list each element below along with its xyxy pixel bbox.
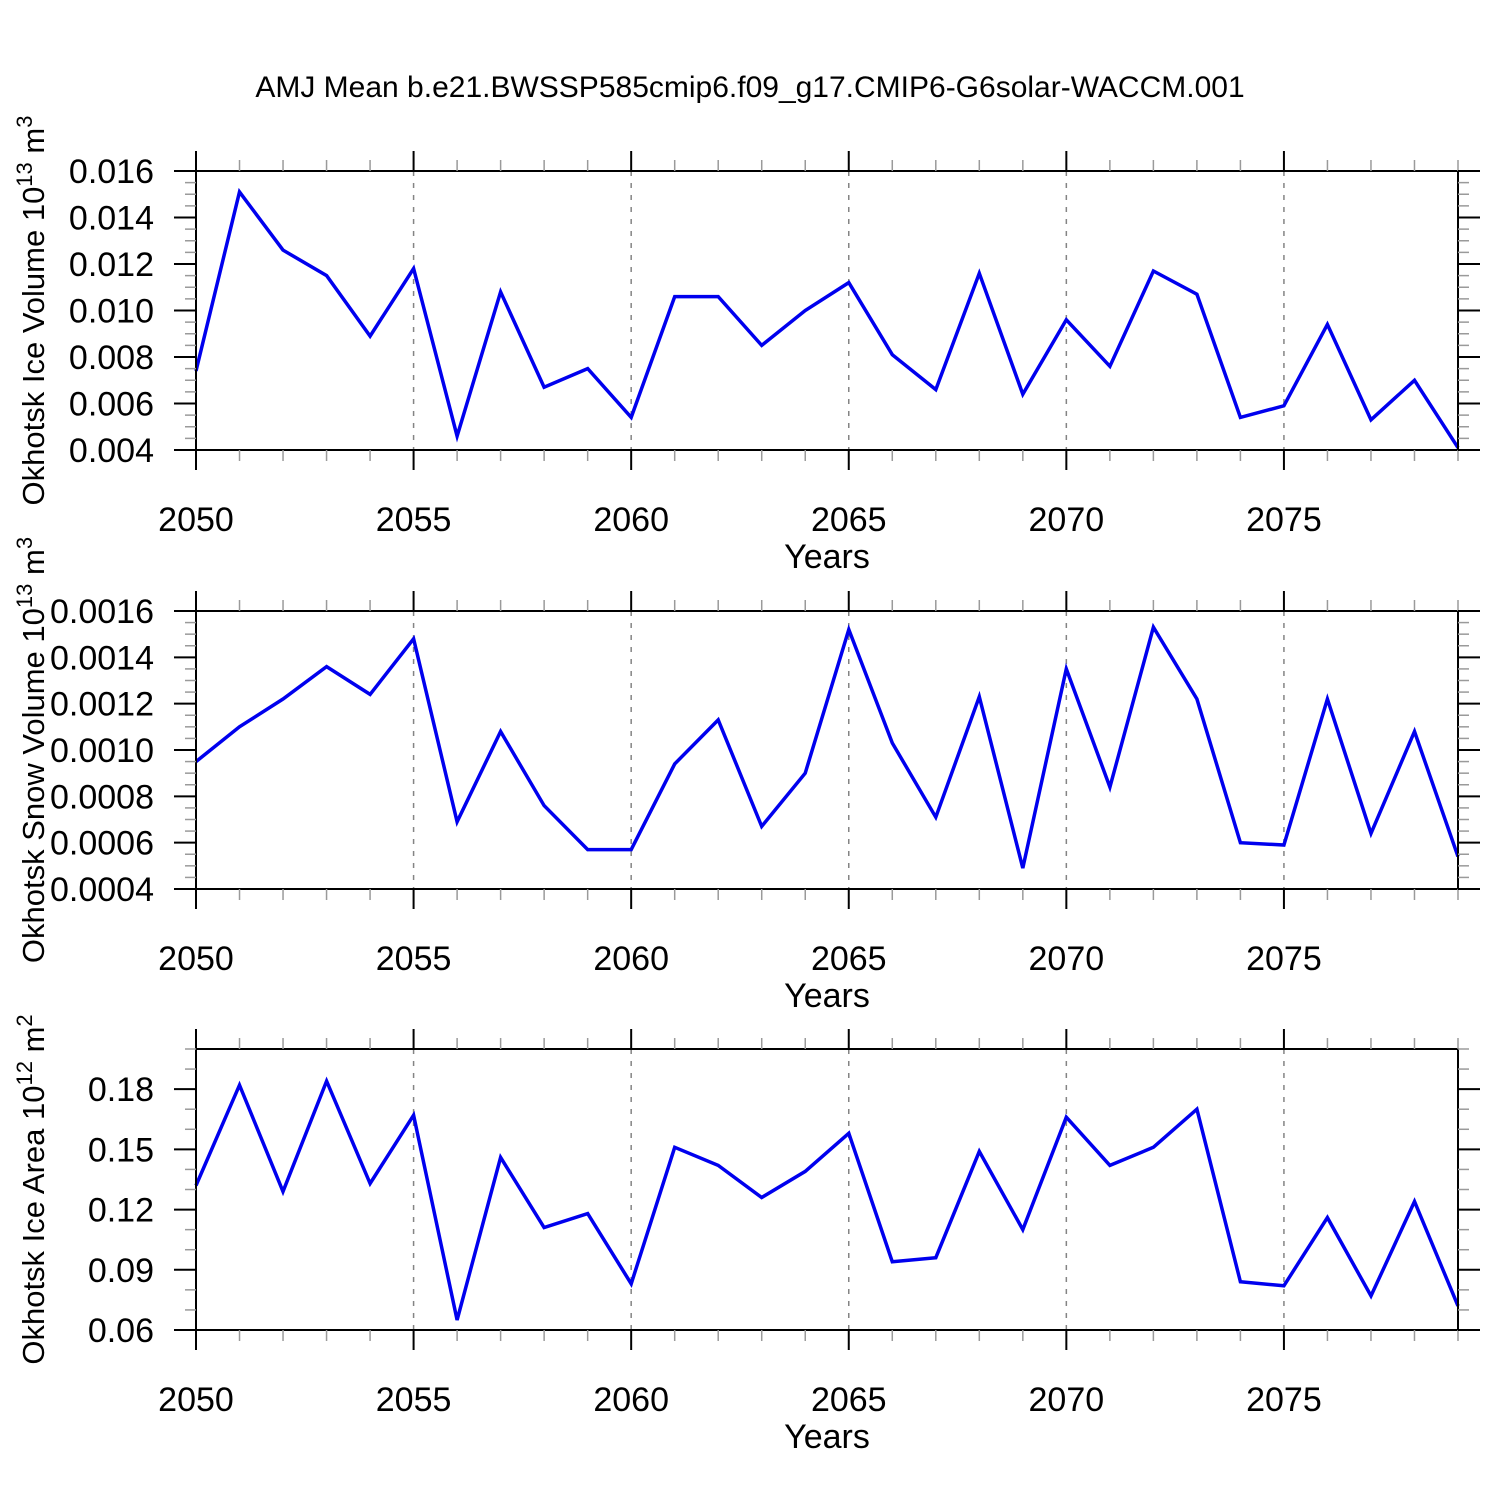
panel-snow-volume: 0.0004 0.0006 0.0008 0.0010 0.0012 0.0014 0.00… [12,537,1480,1015]
y-tick-label: 0.0014 [50,639,154,677]
x-tick-label: 2075 [1246,940,1322,978]
plot-frame [195,610,1459,890]
plot-frame [195,1048,1459,1331]
panel-ice-volume: 0.004 0.006 0.008 0.010 0.012 0.014 0.016 2050 2… [12,116,1480,576]
x-axis-title: Years [784,1418,870,1456]
x-tick-label: 2055 [376,940,452,978]
x-tick-label: 2070 [1029,1381,1105,1419]
y-tick-label: 0.008 [69,339,154,377]
panel-ice-area: 0.06 0.09 0.12 0.15 0.18 2050 2055 2060 2065 2070… [12,1014,1480,1456]
x-tick-label: 2065 [811,501,887,539]
x-tick-label: 2055 [376,1381,452,1419]
y-tick-label: 0.09 [88,1252,154,1290]
chart-title: AMJ Mean b.e21.BWSSP585cmip6.f09_g17.CMI… [255,71,1244,104]
y-tick-label: 0.0006 [50,825,154,863]
y-tick-label: 0.014 [69,200,154,238]
y-tick-label: 0.18 [88,1071,154,1109]
x-tick-label: 2050 [158,501,234,539]
x-tick-label: 2050 [158,940,234,978]
data-line [194,622,1460,869]
x-tick-label: 2065 [811,940,887,978]
data-line [194,187,1460,449]
y-tick-label: 0.004 [69,432,154,470]
y-tick-label: 0.010 [69,293,154,331]
y-axis-title: Okhotsk Ice Volume 1013 m3 [12,116,51,506]
y-tick-label: 0.012 [69,246,154,284]
y-tick-label: 0.006 [69,386,154,424]
y-tick-label: 0.0016 [50,593,154,631]
y-axis-title: Okhotsk Ice Area 1012 m2 [12,1014,51,1364]
x-tick-label: 2070 [1029,501,1105,539]
x-tick-label: 2060 [593,940,669,978]
x-tick-label: 2075 [1246,501,1322,539]
x-tick-label: 2060 [593,501,669,539]
y-tick-label: 0.0010 [50,732,154,770]
y-tick-label: 0.12 [88,1192,154,1230]
y-tick-label: 0.0004 [50,871,154,909]
y-tick-label: 0.06 [88,1312,154,1350]
x-axis-title: Years [784,977,870,1015]
x-tick-label: 2065 [811,1381,887,1419]
y-tick-label: 0.0008 [50,778,154,816]
y-axis-title: Okhotsk Snow Volume 1013 m3 [12,537,51,963]
x-tick-label: 2050 [158,1381,234,1419]
x-tick-label: 2055 [376,501,452,539]
y-tick-label: 0.016 [69,153,154,191]
y-tick-label: 0.0012 [50,686,154,724]
x-tick-label: 2060 [593,1381,669,1419]
x-axis-title: Years [784,538,870,576]
x-tick-label: 2075 [1246,1381,1322,1419]
x-tick-label: 2070 [1029,940,1105,978]
y-tick-label: 0.15 [88,1131,154,1169]
data-line [194,1076,1460,1321]
